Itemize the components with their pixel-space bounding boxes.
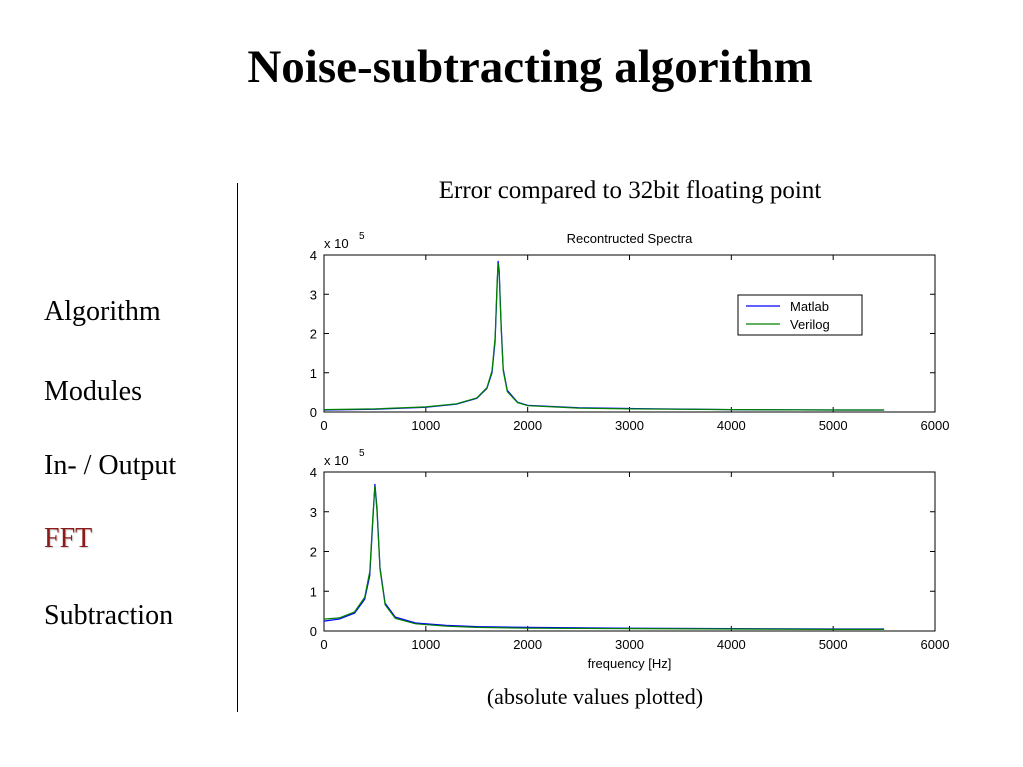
- plot2-y-tick-label: 3: [310, 505, 317, 520]
- plot1-exponent-label: x 10: [324, 236, 349, 251]
- nav-item-modules[interactable]: Modules: [44, 376, 142, 407]
- plot1-y-tick-label: 1: [310, 366, 317, 381]
- nav-item-in-output[interactable]: In- / Output: [44, 450, 177, 481]
- nav-item-subtraction[interactable]: Subtraction: [44, 600, 174, 631]
- plot2-x-axis-label: frequency [Hz]: [588, 656, 672, 671]
- plot1-series-line-verilog: [323, 262, 885, 411]
- plot2-series-line-verilog: [323, 485, 885, 631]
- plot2-exponent-power: 5: [359, 448, 365, 459]
- plot1-legend-box: [737, 294, 863, 336]
- plot1-y-tick-label: 3: [310, 287, 317, 302]
- plot2-y-tick-label: 0: [310, 624, 317, 639]
- plot2-exponent-label: x 10: [324, 453, 349, 468]
- vertical-divider: [237, 183, 238, 712]
- plot1-x-tick-label: 2000: [513, 418, 542, 433]
- plot2-y-tick-label: 2: [310, 545, 317, 560]
- plot1-exponent-power: 5: [359, 231, 365, 242]
- plot2-x-tick-label: 1000: [411, 637, 440, 652]
- plot1-x-tick-label: 1000: [411, 418, 440, 433]
- plot2-y-tick-label: 1: [310, 584, 317, 599]
- chart-heading: Error compared to 32bit floating point: [438, 177, 822, 204]
- plot2-x-tick-label: 0: [320, 637, 327, 652]
- plot1-x-tick-label: 4000: [717, 418, 746, 433]
- plot1-y-tick-label: 4: [310, 248, 317, 263]
- footnote: (absolute values plotted): [486, 684, 704, 709]
- plot1-title: Recontructed Spectra: [567, 231, 694, 246]
- plot1-y-tick-label: 2: [310, 327, 317, 342]
- plot1-x-tick-label: 0: [320, 418, 327, 433]
- plot1-x-tick-label: 5000: [819, 418, 848, 433]
- nav-item-algorithm[interactable]: Algorithm: [44, 296, 161, 327]
- plot1-legend-label: Verilog: [790, 317, 830, 332]
- plot1-legend-label: Matlab: [790, 299, 829, 314]
- plot2-axes-box: [323, 471, 936, 632]
- plot1-y-tick-label: 0: [310, 405, 317, 420]
- plot2-series-line-matlab: [323, 483, 885, 630]
- plot1-x-tick-label: 6000: [921, 418, 950, 433]
- plot1-x-tick-label: 3000: [615, 418, 644, 433]
- nav-item-fft[interactable]: FFT: [44, 523, 93, 554]
- slide-title: Noise-subtracting algorithm: [247, 41, 813, 93]
- plot2-x-tick-label: 4000: [717, 637, 746, 652]
- plot2-x-tick-label: 6000: [921, 637, 950, 652]
- plot2-x-tick-label: 5000: [819, 637, 848, 652]
- plot2-x-tick-label: 3000: [615, 637, 644, 652]
- plot2-y-tick-label: 4: [310, 465, 317, 480]
- plot2-x-tick-label: 2000: [513, 637, 542, 652]
